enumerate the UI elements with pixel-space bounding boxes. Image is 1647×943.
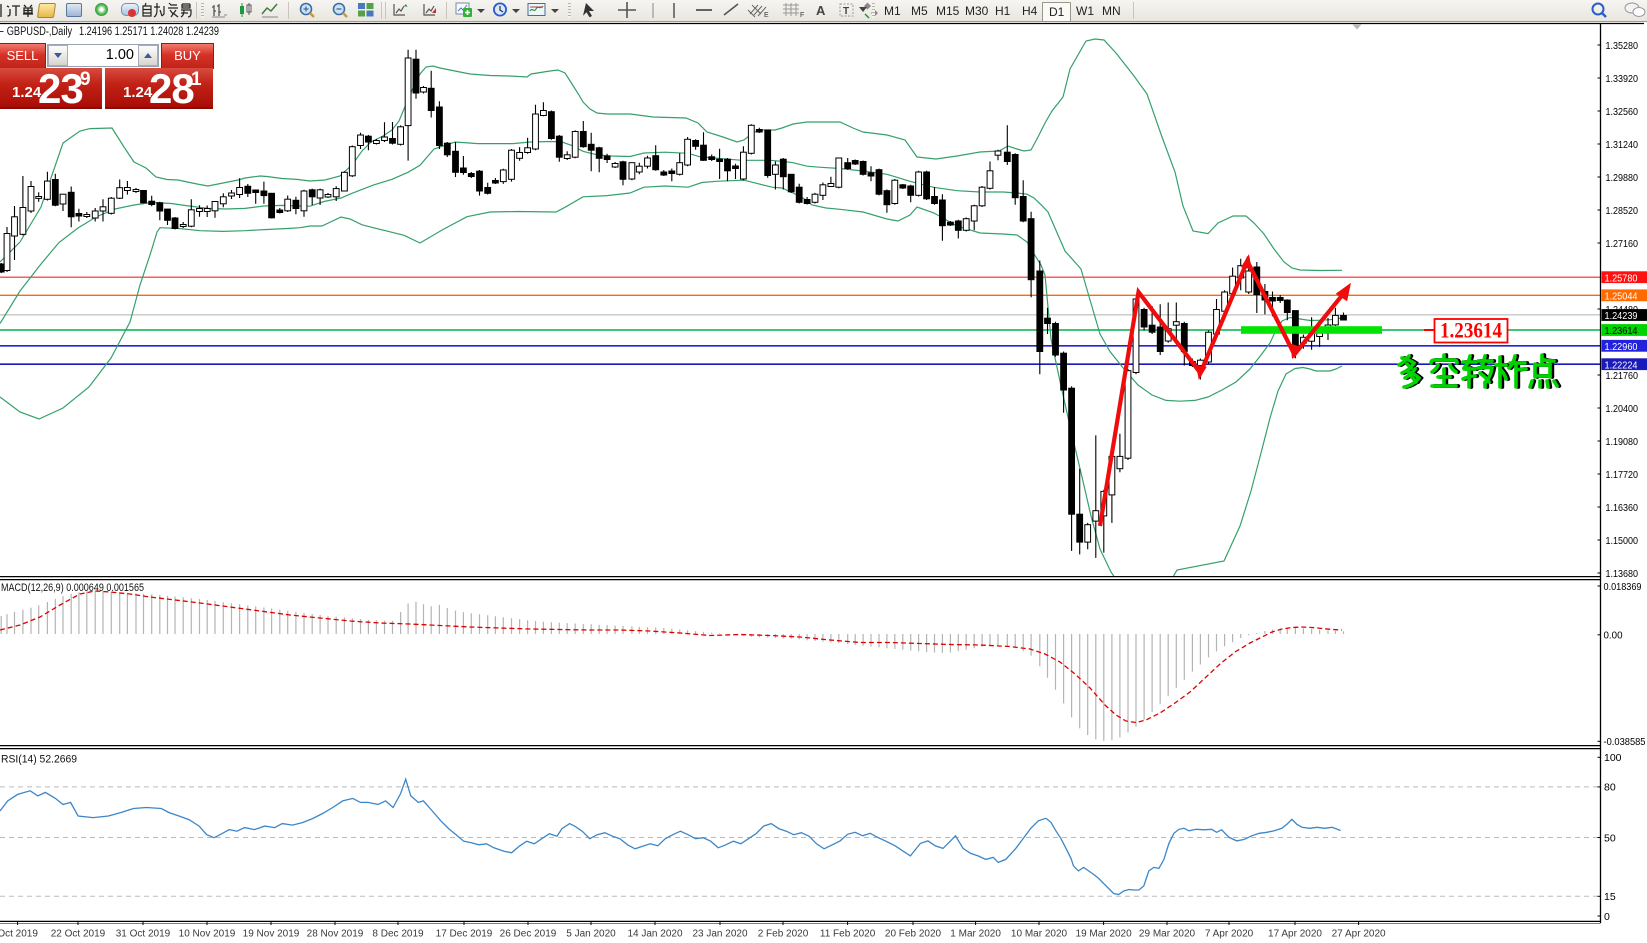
svg-text:100: 100 bbox=[1604, 752, 1622, 764]
svg-text:1.22224: 1.22224 bbox=[1605, 359, 1638, 371]
svg-text:19 Mar 2020: 19 Mar 2020 bbox=[1076, 929, 1133, 940]
svg-text:1.15000: 1.15000 bbox=[1606, 535, 1639, 547]
svg-text:T: T bbox=[843, 6, 849, 17]
svg-text:17 Apr 2020: 17 Apr 2020 bbox=[1268, 929, 1322, 940]
svg-text:50: 50 bbox=[1604, 832, 1616, 844]
svg-text:23 Jan 2020: 23 Jan 2020 bbox=[692, 929, 747, 940]
svg-text:1.25044: 1.25044 bbox=[1605, 290, 1638, 302]
svg-text:5 Jan 2020: 5 Jan 2020 bbox=[566, 929, 616, 940]
svg-text:MACD(12,26,9) 0.000649 0.00156: MACD(12,26,9) 0.000649 0.001565 bbox=[1, 582, 144, 594]
svg-text:80: 80 bbox=[1604, 782, 1616, 794]
svg-text:14 Jan 2020: 14 Jan 2020 bbox=[627, 929, 682, 940]
svg-text:2 Feb 2020: 2 Feb 2020 bbox=[758, 929, 809, 940]
svg-text:7 Apr 2020: 7 Apr 2020 bbox=[1205, 929, 1254, 940]
svg-text:1.23614: 1.23614 bbox=[1605, 325, 1638, 337]
svg-text:1.31240: 1.31240 bbox=[1606, 139, 1639, 151]
svg-text:GBPUSD-,Daily: GBPUSD-,Daily bbox=[7, 26, 73, 38]
svg-text:F: F bbox=[800, 12, 804, 19]
svg-text:1.17720: 1.17720 bbox=[1606, 469, 1639, 481]
svg-text:1.33920: 1.33920 bbox=[1606, 73, 1639, 85]
svg-text:0.018369: 0.018369 bbox=[1604, 581, 1642, 593]
svg-text:0.00: 0.00 bbox=[1604, 630, 1623, 642]
svg-text:20 Feb 2020: 20 Feb 2020 bbox=[885, 929, 942, 940]
svg-text:Oct 2019: Oct 2019 bbox=[0, 929, 38, 940]
svg-text:1.23614: 1.23614 bbox=[1440, 318, 1502, 343]
svg-text:27 Apr 2020: 27 Apr 2020 bbox=[1332, 929, 1386, 940]
svg-text:1.32560: 1.32560 bbox=[1606, 106, 1639, 118]
svg-text:15: 15 bbox=[1604, 891, 1616, 903]
svg-text:1.35280: 1.35280 bbox=[1606, 40, 1639, 52]
svg-text:29 Mar 2020: 29 Mar 2020 bbox=[1139, 929, 1196, 940]
svg-text:1.24196 1.25171 1.24028 1.2423: 1.24196 1.25171 1.24028 1.24239 bbox=[79, 26, 219, 38]
svg-text:1.19080: 1.19080 bbox=[1606, 436, 1639, 448]
svg-text:RSI(14) 52.2669: RSI(14) 52.2669 bbox=[1, 754, 77, 766]
svg-text:26 Dec 2019: 26 Dec 2019 bbox=[500, 929, 557, 940]
svg-text:10 Mar 2020: 10 Mar 2020 bbox=[1011, 929, 1068, 940]
svg-text:8 Dec 2019: 8 Dec 2019 bbox=[372, 929, 424, 940]
svg-text:1.25780: 1.25780 bbox=[1605, 272, 1638, 284]
svg-text:22 Oct 2019: 22 Oct 2019 bbox=[51, 929, 106, 940]
svg-text:1.22960: 1.22960 bbox=[1605, 341, 1638, 353]
svg-text:28 Nov 2019: 28 Nov 2019 bbox=[307, 929, 364, 940]
svg-text:1.20400: 1.20400 bbox=[1606, 403, 1639, 415]
svg-text:1.16360: 1.16360 bbox=[1606, 502, 1639, 514]
svg-text:A: A bbox=[816, 3, 826, 18]
svg-text:-0.038585: -0.038585 bbox=[1604, 736, 1646, 748]
svg-text:1.27160: 1.27160 bbox=[1606, 238, 1639, 250]
svg-text:1.21760: 1.21760 bbox=[1606, 370, 1639, 382]
svg-text:17 Dec 2019: 17 Dec 2019 bbox=[436, 929, 493, 940]
svg-text:10 Nov 2019: 10 Nov 2019 bbox=[179, 929, 236, 940]
svg-text:1 Mar 2020: 1 Mar 2020 bbox=[950, 929, 1001, 940]
svg-text:11 Feb 2020: 11 Feb 2020 bbox=[820, 929, 876, 940]
svg-text:19 Nov 2019: 19 Nov 2019 bbox=[243, 929, 300, 940]
svg-text:1.24239: 1.24239 bbox=[1605, 310, 1638, 322]
svg-text:E: E bbox=[764, 12, 769, 19]
svg-text:1.29880: 1.29880 bbox=[1606, 172, 1639, 184]
svg-text:1.13680: 1.13680 bbox=[1606, 568, 1639, 580]
svg-text:31 Oct 2019: 31 Oct 2019 bbox=[116, 929, 171, 940]
svg-text:0: 0 bbox=[1604, 911, 1610, 923]
svg-text:1.28520: 1.28520 bbox=[1606, 205, 1639, 217]
